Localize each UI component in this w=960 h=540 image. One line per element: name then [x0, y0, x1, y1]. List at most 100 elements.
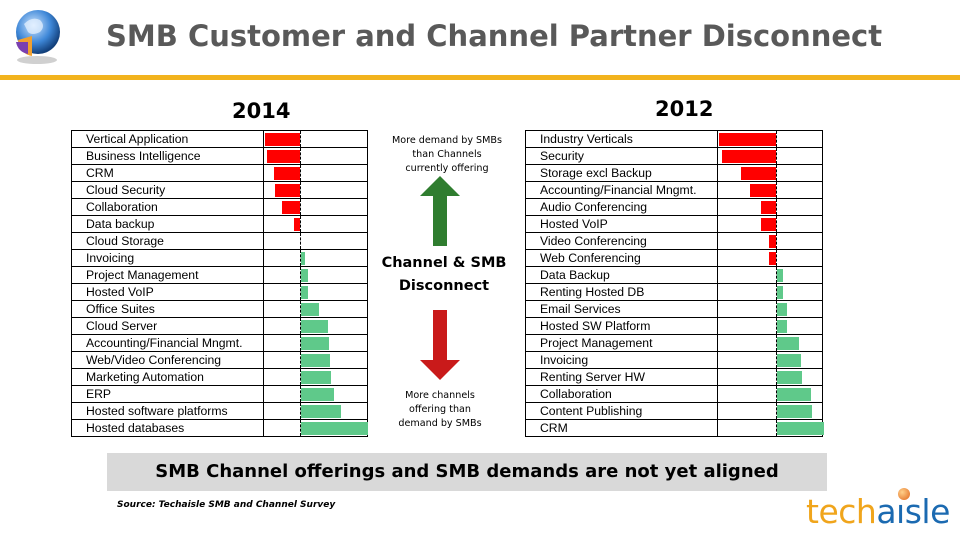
table-row: Hosted databases [71, 419, 368, 437]
category-label: Data Backup [525, 266, 718, 284]
category-label: CRM [525, 419, 718, 437]
table-row: Accounting/Financial Mngmt. [71, 334, 368, 352]
table-row: Data backup [71, 215, 368, 233]
table-row: Industry Verticals [525, 130, 823, 148]
bar-cell [717, 232, 823, 250]
zero-line [776, 131, 778, 147]
category-label: Accounting/Financial Mngmt. [525, 181, 718, 199]
disconnect-label-line: Disconnect [398, 278, 490, 294]
bar [300, 354, 330, 367]
category-label: Invoicing [71, 249, 264, 267]
bar-cell [263, 419, 368, 437]
bar-cell [263, 232, 368, 250]
category-label: CRM [71, 164, 264, 182]
bar-cell [263, 334, 368, 352]
category-label: Business Intelligence [71, 147, 264, 165]
zero-line [299, 369, 301, 385]
zero-line [776, 267, 778, 283]
category-label: Marketing Automation [71, 368, 264, 386]
bar [768, 235, 777, 248]
table-row: Project Management [525, 334, 823, 352]
bar [719, 133, 777, 146]
table-row: Renting Hosted DB [525, 283, 823, 301]
zero-line [776, 165, 778, 181]
category-label: Storage excl Backup [525, 164, 718, 182]
category-label: Hosted software platforms [71, 402, 264, 420]
table-row: Data Backup [525, 266, 823, 284]
bar-cell [263, 181, 368, 199]
bar [274, 167, 300, 180]
zero-line [299, 199, 301, 215]
bar [300, 269, 309, 282]
zero-line [776, 352, 778, 368]
table-row: Renting Server HW [525, 368, 823, 386]
category-label: Collaboration [71, 198, 264, 216]
zero-line [299, 233, 301, 249]
table-row: Hosted software platforms [71, 402, 368, 420]
table-row: Collaboration [71, 198, 368, 216]
bar [281, 201, 300, 214]
zero-line [776, 369, 778, 385]
bar [741, 167, 777, 180]
more-channels-note-line: More channels [405, 390, 475, 401]
zero-line [299, 267, 301, 283]
bar-cell [717, 164, 823, 182]
table-row: Email Services [525, 300, 823, 318]
bar-cell [263, 300, 368, 318]
bar [300, 303, 319, 316]
zero-line [776, 233, 778, 249]
table-row: Project Management [71, 266, 368, 284]
bar [300, 405, 342, 418]
bar [777, 337, 800, 350]
table-row: Cloud Security [71, 181, 368, 199]
table-row: Audio Conferencing [525, 198, 823, 216]
bar [264, 133, 300, 146]
bar-cell [263, 164, 368, 182]
category-label: Accounting/Financial Mngmt. [71, 334, 264, 352]
bar-cell [263, 147, 368, 165]
table-row: Hosted SW Platform [525, 317, 823, 335]
table-row: Vertical Application [71, 130, 368, 148]
bar-cell [717, 368, 823, 386]
bar [722, 150, 777, 163]
category-label: Cloud Server [71, 317, 264, 335]
disconnect-label: Channel & SMB Disconnect [374, 252, 514, 298]
category-label: Video Conferencing [525, 232, 718, 250]
bar-table-2012: Industry Verticals Security Storage excl B… [525, 130, 824, 437]
table-row: Collaboration [525, 385, 823, 403]
zero-line [299, 386, 301, 402]
bar-cell [717, 215, 823, 233]
table-row: Invoicing [525, 351, 823, 369]
bar-cell [717, 147, 823, 165]
bar [768, 252, 777, 265]
table-row: Web Conferencing [525, 249, 823, 267]
category-label: Hosted databases [71, 419, 264, 437]
category-label: Data backup [71, 215, 264, 233]
category-label: Collaboration [525, 385, 718, 403]
bar-cell [717, 181, 823, 199]
zero-line [776, 216, 778, 232]
bar [300, 337, 329, 350]
zero-line [776, 403, 778, 419]
category-label: Office Suites [71, 300, 264, 318]
bar [300, 388, 335, 401]
table-row: Accounting/Financial Mngmt. [525, 181, 823, 199]
page-title: SMB Customer and Channel Partner Disconn… [106, 19, 883, 53]
bar [760, 218, 777, 231]
chart-title-2014: 2014 [232, 99, 291, 123]
table-row: CRM [525, 419, 824, 437]
table-row: Invoicing [71, 249, 368, 267]
zero-line [299, 131, 301, 147]
zero-line [299, 148, 301, 164]
category-label: Hosted SW Platform [525, 317, 718, 335]
zero-line [299, 284, 301, 300]
bar-cell [717, 351, 823, 369]
bar [777, 354, 801, 367]
bar-cell [263, 317, 368, 335]
bar [777, 422, 824, 435]
bar [266, 150, 300, 163]
logo-text-i: ı [896, 488, 911, 531]
category-label: Project Management [525, 334, 718, 352]
zero-line [776, 182, 778, 198]
zero-line [299, 403, 301, 419]
